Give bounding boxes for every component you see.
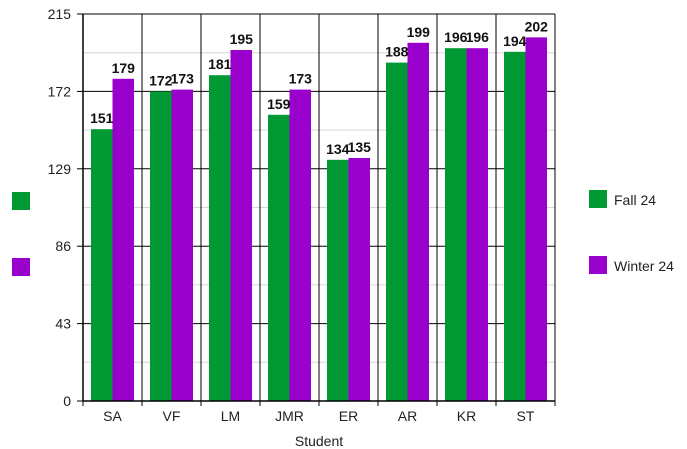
- x-tick-label: SA: [103, 408, 122, 424]
- bar-vf-winter: [171, 89, 193, 401]
- bars: [91, 37, 547, 402]
- bar-jmr-fall: [268, 114, 290, 402]
- data-label: 199: [407, 24, 431, 40]
- axes: [82, 14, 555, 402]
- data-label: 196: [466, 29, 490, 45]
- bar-st-winter: [525, 37, 547, 402]
- left-legend-swatch: [12, 192, 30, 210]
- x-tick-label: JMR: [275, 408, 304, 424]
- bar-sa-winter: [112, 78, 134, 402]
- y-tick-label: 172: [48, 83, 72, 99]
- data-label: 172: [149, 72, 173, 88]
- data-label: 151: [90, 110, 114, 126]
- bar-lm-fall: [209, 75, 231, 401]
- bar-sa-fall: [91, 129, 113, 401]
- y-axis-ticks: 0 43 86 129 172 215: [48, 6, 83, 409]
- y-tick-label: 215: [48, 6, 72, 22]
- legend-label: Fall 24: [614, 192, 656, 208]
- bar-vf-fall: [150, 91, 172, 402]
- x-tick-label: LM: [221, 408, 240, 424]
- y-tick-label: 86: [55, 238, 71, 254]
- legend-label: Winter 24: [614, 258, 674, 274]
- x-tick-label: KR: [457, 408, 476, 424]
- x-axis-ticks: SA VF LM JMR ER AR KR ST: [82, 401, 556, 424]
- bar-er-fall: [327, 159, 349, 401]
- data-label: 196: [444, 29, 468, 45]
- left-legend-clipped: [12, 192, 30, 276]
- data-label: 195: [230, 31, 254, 47]
- data-label: 159: [267, 96, 291, 112]
- data-label: 173: [289, 71, 313, 87]
- bar-lm-winter: [230, 50, 252, 401]
- x-tick-label: ER: [339, 408, 358, 424]
- left-legend-swatch: [12, 258, 30, 276]
- bar-kr-fall: [445, 48, 467, 401]
- x-tick-label: VF: [163, 408, 181, 424]
- bar-kr-winter: [466, 48, 488, 401]
- data-label: 188: [385, 44, 409, 60]
- legend-swatch: [589, 256, 607, 274]
- y-tick-label: 0: [63, 393, 71, 409]
- x-axis-title: Student: [295, 433, 343, 449]
- bar-ar-winter: [407, 42, 429, 402]
- legend-swatch: [589, 190, 607, 208]
- y-tick-label: 43: [55, 316, 71, 332]
- x-tick-label: AR: [398, 408, 417, 424]
- y-tick-label: 129: [48, 161, 72, 177]
- bar-ar-fall: [386, 62, 408, 401]
- bar-er-winter: [348, 158, 370, 401]
- bar-jmr-winter: [289, 89, 311, 401]
- data-label: 202: [525, 18, 549, 34]
- data-label: 135: [348, 139, 372, 155]
- data-label: 181: [208, 56, 232, 72]
- data-label: 134: [326, 141, 350, 157]
- x-tick-label: ST: [517, 408, 535, 424]
- data-label: 194: [503, 33, 527, 49]
- data-label: 179: [112, 60, 136, 76]
- legend: Fall 24 Winter 24: [589, 190, 674, 274]
- bar-st-fall: [504, 51, 526, 402]
- data-label: 173: [171, 71, 195, 87]
